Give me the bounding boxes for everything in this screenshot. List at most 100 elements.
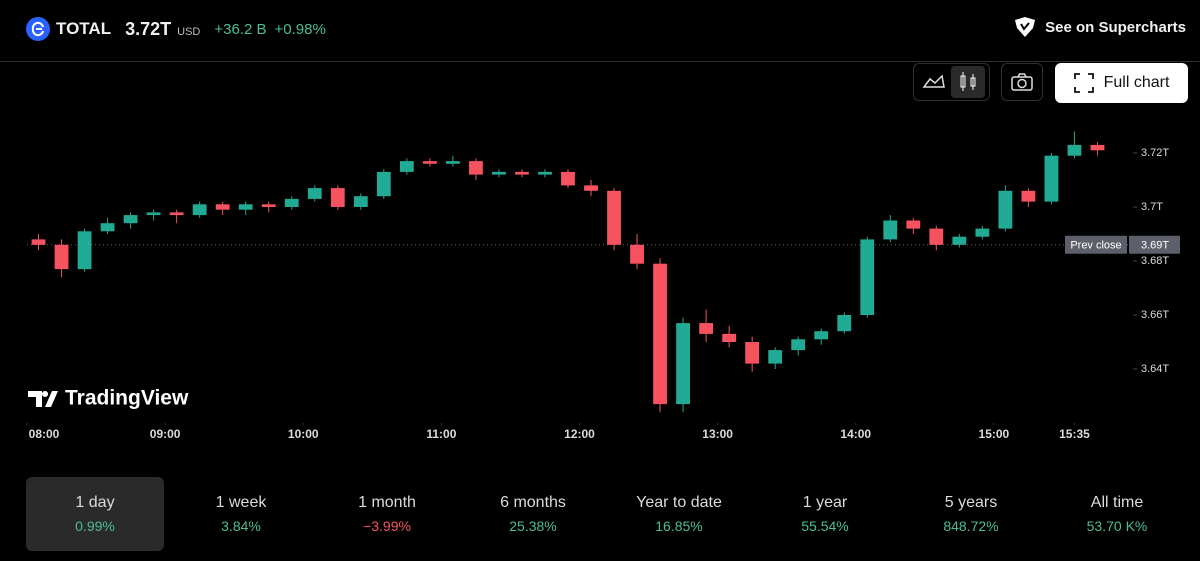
period-name: 6 months xyxy=(500,494,566,511)
candle xyxy=(100,217,115,234)
candle-body xyxy=(54,244,69,270)
prev-close-text: Prev close xyxy=(1070,240,1121,252)
candle-body xyxy=(1044,155,1059,202)
change: +36.2 B xyxy=(214,20,267,38)
x-tick-label: 10:00 xyxy=(288,427,319,441)
candle-body xyxy=(422,161,437,164)
x-tick-label: 11:00 xyxy=(426,427,456,441)
candle-body xyxy=(929,228,944,245)
candle xyxy=(515,169,529,178)
period-option[interactable]: 1 month −3.99% xyxy=(318,477,456,551)
candle-body xyxy=(376,171,391,197)
candle-body xyxy=(837,315,852,332)
period-option[interactable]: Year to date 16.85% xyxy=(610,477,748,551)
candle-body xyxy=(169,212,184,216)
camera-icon xyxy=(1011,73,1033,91)
candle xyxy=(952,234,967,248)
prev-close-tag xyxy=(1065,235,1127,254)
candle-body xyxy=(353,196,368,207)
full-chart-button[interactable]: Full chart xyxy=(1055,63,1188,103)
candle xyxy=(284,196,299,210)
supercharts-icon xyxy=(1015,17,1036,37)
snapshot-button[interactable] xyxy=(1001,63,1043,101)
candle-body xyxy=(722,333,737,342)
period-change: 53.70 K% xyxy=(1086,518,1148,534)
period-change: 0.99% xyxy=(75,518,115,534)
candle-body xyxy=(814,331,829,340)
candle xyxy=(607,188,621,251)
chart: TradingView 3.72T 3.7T 3.68T 3.66T 3.64T 08:0… xyxy=(26,131,1180,441)
candle xyxy=(238,201,253,216)
watermark: TradingView xyxy=(65,387,189,410)
symbol-header: TOTAL 3.72T USD +36.2 B +0.98% xyxy=(26,14,326,44)
period-option[interactable]: 1 day 0.99% xyxy=(26,477,164,551)
period-option[interactable]: 1 year 55.54% xyxy=(756,477,894,551)
candle-body xyxy=(860,239,875,315)
candle-body xyxy=(399,161,414,172)
candle-body xyxy=(975,228,990,237)
candle-body xyxy=(100,223,115,232)
candle-body xyxy=(146,212,161,216)
candle xyxy=(975,225,990,240)
candle-body xyxy=(469,161,483,175)
change-pct: +0.98% xyxy=(274,20,326,38)
candle xyxy=(330,185,345,210)
candle xyxy=(399,158,414,175)
candle xyxy=(1021,188,1036,207)
candle-body xyxy=(561,171,575,186)
candle xyxy=(906,217,921,234)
candle xyxy=(445,155,460,167)
period-change: 3.84% xyxy=(221,518,261,534)
candle-body xyxy=(123,215,138,224)
candle-body xyxy=(883,220,898,240)
candle xyxy=(837,312,852,334)
currency: USD xyxy=(177,26,201,38)
candle xyxy=(561,169,575,189)
candle-body xyxy=(998,190,1013,229)
candle xyxy=(192,201,207,218)
period-option[interactable]: 1 week 3.84% xyxy=(172,477,310,551)
candle xyxy=(307,185,322,202)
period-option[interactable]: 6 months 25.38% xyxy=(464,477,602,551)
candle xyxy=(31,234,46,251)
candle-body xyxy=(607,190,621,245)
candle xyxy=(630,234,644,270)
candle-style-button[interactable] xyxy=(951,66,985,98)
candle-body xyxy=(445,161,460,164)
candle-body xyxy=(31,239,46,245)
x-tick-label: 13:00 xyxy=(702,427,733,441)
candle-body xyxy=(630,244,644,264)
supercharts-link[interactable]: See on Supercharts xyxy=(1013,16,1186,38)
candle xyxy=(123,212,138,229)
candle xyxy=(1044,153,1059,205)
period-name: 1 week xyxy=(215,494,267,511)
candle-body xyxy=(768,350,783,364)
candle xyxy=(722,325,737,348)
period-option[interactable]: 5 years 848.72% xyxy=(902,477,1040,551)
candle xyxy=(699,309,714,342)
candle xyxy=(768,347,783,369)
period-option[interactable]: All time 53.70 K% xyxy=(1048,477,1186,551)
candle xyxy=(883,215,898,243)
x-tick-label: 15:35 xyxy=(1059,427,1090,441)
line-style-button[interactable] xyxy=(918,67,950,97)
candle-body xyxy=(215,204,230,210)
candle-body xyxy=(192,204,207,216)
candle xyxy=(791,336,806,356)
candle xyxy=(1067,131,1082,159)
x-tick-label: 12:00 xyxy=(564,427,595,441)
header-divider xyxy=(0,61,1200,62)
period-name: 1 month xyxy=(358,494,416,511)
candle-body xyxy=(307,188,322,199)
candle xyxy=(653,258,667,413)
period-name: 1 year xyxy=(802,494,848,511)
period-change: 848.72% xyxy=(943,518,999,534)
period-change: 25.38% xyxy=(509,518,557,534)
candle-body xyxy=(699,323,714,334)
candle-body xyxy=(653,263,667,405)
symbol-icon xyxy=(26,17,50,41)
candle xyxy=(814,328,829,345)
candle xyxy=(584,180,598,197)
